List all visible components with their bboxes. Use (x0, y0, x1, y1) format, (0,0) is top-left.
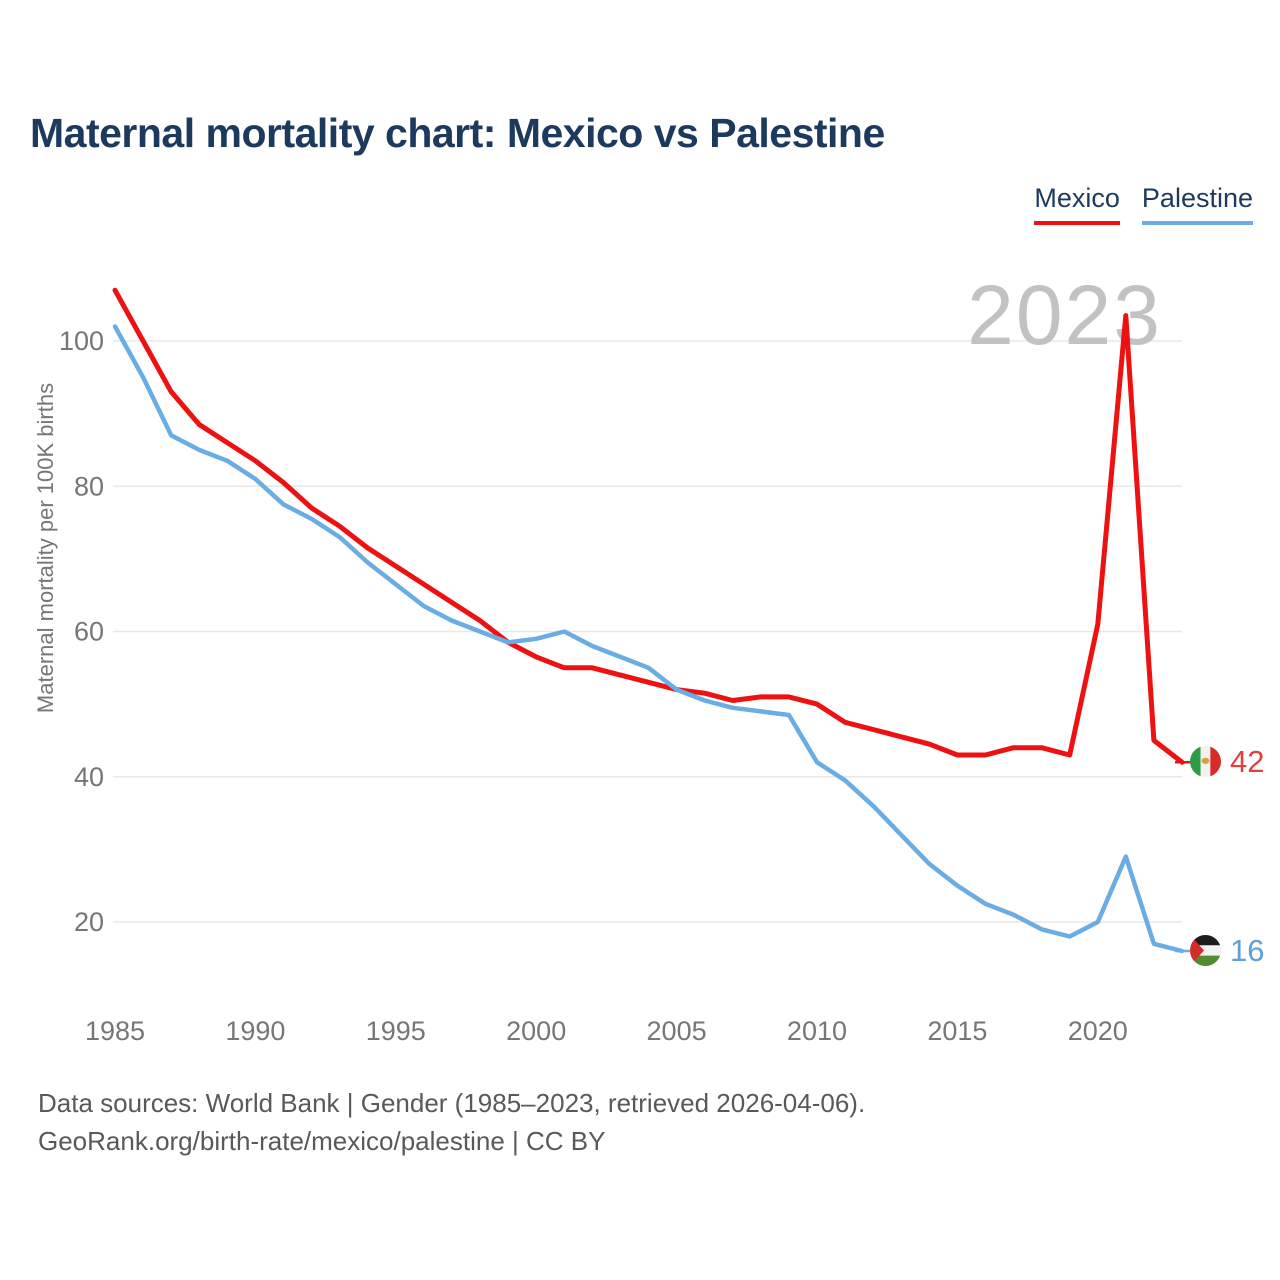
palestine-flag-icon (1190, 935, 1221, 966)
y-axis-title: Maternal mortality per 100K births (33, 382, 58, 714)
footer-attribution-line: GeoRank.org/birth-rate/mexico/palestine … (38, 1126, 606, 1156)
x-tick-label: 1995 (366, 1016, 426, 1046)
mexico-flag-icon (1190, 746, 1221, 777)
mexico-line[interactable] (112, 287, 1185, 765)
footer-sources-line: Data sources: World Bank | Gender (1985–… (38, 1088, 866, 1118)
x-tick-label: 2020 (1068, 1016, 1128, 1046)
legend-item-mexico[interactable]: Mexico (1034, 183, 1120, 225)
x-tick-label: 1990 (225, 1016, 285, 1046)
x-tick-label: 2005 (647, 1016, 707, 1046)
y-tick-label: 40 (74, 762, 104, 792)
x-tick-label: 2000 (506, 1016, 566, 1046)
x-tick-label: 1985 (85, 1016, 145, 1046)
palestine-end-label: 16 (1190, 935, 1264, 966)
mexico-end-label: 42 (1190, 746, 1264, 777)
palestine-end-value: 16 (1230, 933, 1265, 968)
y-tick-label: 60 (74, 617, 104, 647)
y-tick-label: 20 (74, 907, 104, 937)
mexico-end-value: 42 (1230, 744, 1265, 779)
legend-item-palestine[interactable]: Palestine (1141, 183, 1253, 225)
footer: Data sources: World Bank | Gender (1985–… (38, 1084, 865, 1160)
chart-title: Maternal mortality chart: Mexico vs Pale… (30, 110, 885, 156)
x-tick-label: 2015 (927, 1016, 987, 1046)
palestine-line[interactable] (112, 324, 1185, 954)
y-tick-label: 80 (74, 471, 104, 501)
y-tick-label: 100 (59, 326, 104, 356)
legend: Mexico Palestine (1034, 183, 1253, 225)
year-watermark: 2023 (967, 268, 1162, 362)
x-tick-label: 2010 (787, 1016, 847, 1046)
